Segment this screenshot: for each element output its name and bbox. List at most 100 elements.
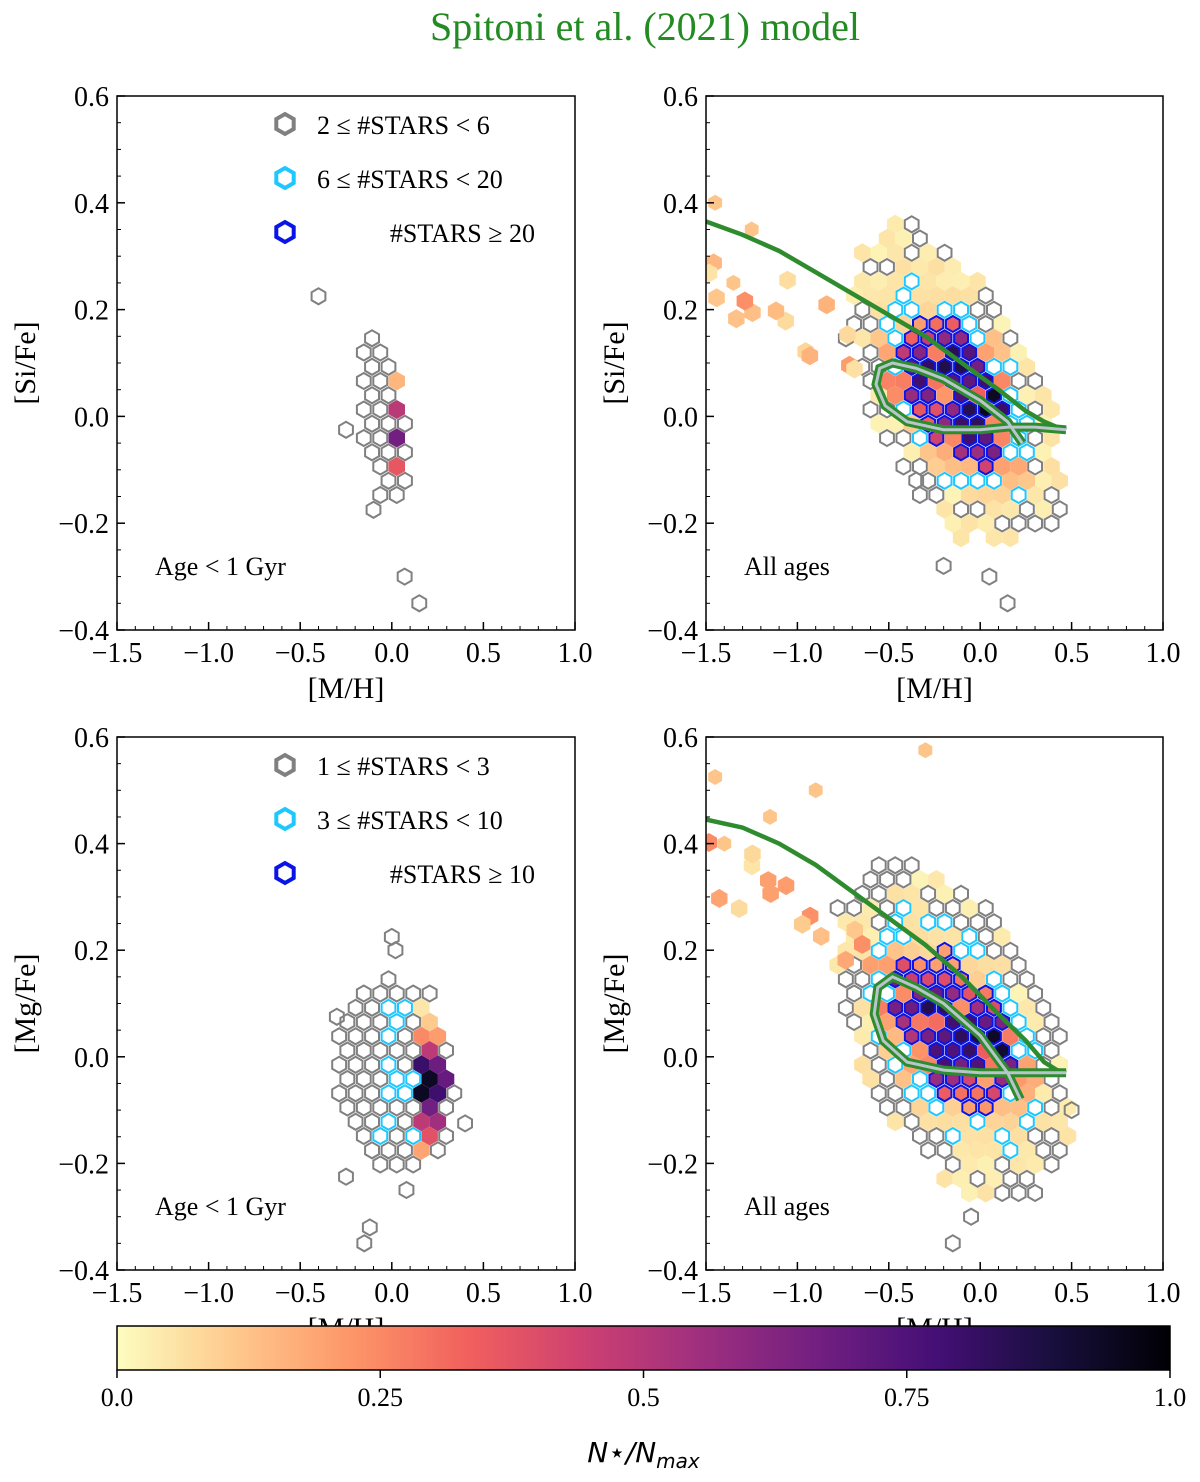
hex-bin	[961, 514, 978, 533]
hex-bin	[903, 1084, 920, 1103]
hex-bin	[953, 443, 969, 462]
hex-bin	[920, 913, 937, 932]
hex-bin	[1051, 1084, 1068, 1103]
hex-bin	[397, 1055, 413, 1074]
hex-bin	[331, 1055, 348, 1074]
hex-bin	[846, 359, 863, 379]
hex-bin	[744, 844, 761, 864]
hex-bin	[380, 1084, 397, 1103]
hex-bin	[429, 1112, 447, 1132]
x-tick-label: 1.0	[1146, 638, 1181, 669]
hex-bin	[920, 884, 937, 903]
hex-bin	[936, 1084, 953, 1103]
hex-bin	[405, 984, 422, 1003]
hex-bin	[969, 443, 986, 462]
hex-bin	[372, 1126, 389, 1146]
hex-bin	[961, 955, 978, 975]
hex-bin	[380, 471, 397, 490]
y-tick-label: −0.2	[58, 509, 109, 540]
hex-bin	[1010, 343, 1027, 362]
hex-bin	[854, 1026, 871, 1046]
x-tick-label: −1.0	[772, 1278, 823, 1309]
hex-bin	[388, 1069, 405, 1089]
hex-bin	[1002, 443, 1019, 462]
hex-bin	[903, 243, 920, 262]
hex-bin	[1035, 1027, 1052, 1046]
chart-panel-si-young: −1.5 −1.0 −0.5 0.0 0.5 1.0 −0.4 −0.2 0.0 0.2 0.4 0.…	[9, 82, 593, 705]
hex-bin	[944, 314, 961, 334]
x-tick-label: 1.0	[558, 1278, 593, 1309]
hex-bin	[1035, 1083, 1052, 1103]
colorbar-tick-label: 0.0	[101, 1383, 134, 1412]
hex-bin	[347, 998, 364, 1017]
hex-bin	[1051, 1027, 1068, 1046]
hex-bin	[708, 288, 725, 308]
hex-bin	[887, 1026, 904, 1046]
hex-bin	[339, 1012, 356, 1032]
hex-bin	[1035, 499, 1052, 519]
hex-bin	[936, 913, 953, 932]
hex-bin	[413, 998, 430, 1018]
hex-bin	[953, 941, 969, 960]
hex-bin	[364, 1027, 380, 1046]
hex-bin	[928, 927, 945, 946]
hex-bin	[878, 286, 896, 305]
hex-bin	[994, 927, 1011, 946]
hex-bin	[928, 400, 945, 419]
hex-bin	[397, 414, 413, 433]
hex-bin	[969, 1084, 986, 1103]
hex-bin	[952, 1169, 970, 1189]
hex-bin	[953, 471, 969, 490]
hex-bin	[912, 229, 928, 248]
hex-bin-outlier	[999, 594, 1016, 613]
y-tick-label: −0.2	[58, 1149, 109, 1180]
hex-bin	[364, 1055, 380, 1074]
hex-bin	[961, 1098, 978, 1117]
hex-bin	[1027, 514, 1043, 533]
hex-bin-outlier	[1063, 1100, 1080, 1120]
hex-bin	[887, 1112, 904, 1132]
hex-bin	[961, 286, 978, 305]
y-tick-label: 0.0	[663, 402, 698, 433]
hex-bin	[977, 927, 994, 946]
hex-bin	[388, 1126, 405, 1146]
legend-label: #STARS ≥ 10	[390, 860, 535, 889]
hex-bin	[405, 1069, 422, 1089]
hex-bin	[438, 1126, 454, 1146]
hex-bin	[380, 414, 397, 433]
hex-bin	[986, 1084, 1002, 1103]
age-annotation: Age < 1 Gyr	[155, 1192, 286, 1221]
hex-bin	[977, 485, 994, 505]
hex-bin	[961, 343, 978, 362]
hex-bin	[920, 1084, 937, 1103]
hex-bin	[895, 371, 912, 391]
y-axis-label: [Si/Fe]	[598, 321, 631, 404]
hex-bin	[879, 1098, 895, 1117]
plot-area	[117, 737, 575, 1270]
hex-bin	[1035, 385, 1052, 405]
hex-bin	[1051, 1112, 1068, 1132]
legend-marker	[274, 111, 296, 137]
hex-bin	[928, 457, 945, 476]
hex-bin	[339, 1041, 356, 1060]
hex-bin	[977, 955, 994, 975]
hex-bin	[779, 270, 796, 290]
hex-bin	[388, 428, 405, 448]
hex-bin	[969, 1140, 986, 1160]
hex-bin	[1027, 1098, 1043, 1117]
hex-bin	[936, 471, 953, 490]
hex-bin	[380, 1027, 397, 1046]
x-tick-label: 1.0	[1146, 1278, 1181, 1309]
hex-bin	[912, 1126, 928, 1146]
hex-bin	[846, 898, 862, 918]
hex-bin	[388, 1155, 405, 1174]
hex-bin	[986, 970, 1002, 989]
hex-bin	[928, 257, 945, 277]
hex-bin	[952, 1112, 970, 1132]
hex-bin	[953, 884, 969, 903]
hexbin-layer	[706, 194, 1068, 613]
hex-bin	[846, 1012, 862, 1032]
hex-bin	[1010, 1012, 1027, 1032]
colorbar-label: N⋆/Nmax	[587, 1436, 700, 1473]
